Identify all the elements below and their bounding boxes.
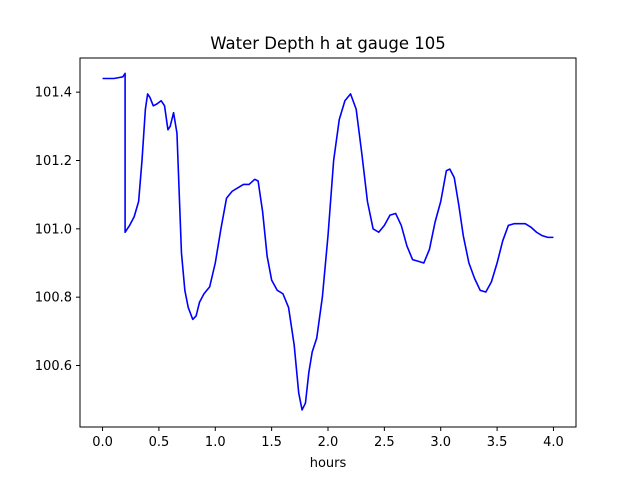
y-tick-label: 101.2 [35, 154, 72, 169]
x-tick-label: 2.5 [374, 435, 395, 450]
x-tick-label: 0.0 [92, 435, 113, 450]
y-tick-label: 100.8 [35, 291, 72, 306]
chart-title: Water Depth h at gauge 105 [210, 34, 445, 53]
x-tick-label: 1.5 [261, 435, 282, 450]
y-axis: 100.6 100.8 101.0 101.2 101.4 [35, 86, 80, 374]
x-axis: 0.0 0.5 1.0 1.5 2.0 2.5 3.0 3.5 4.0 [92, 427, 564, 450]
x-axis-label: hours [310, 456, 347, 471]
x-tick-label: 3.5 [487, 435, 508, 450]
x-tick-label: 4.0 [543, 435, 564, 450]
y-tick-label: 101.4 [35, 86, 72, 101]
x-tick-label: 3.0 [430, 435, 451, 450]
x-tick-label: 2.0 [318, 435, 339, 450]
x-tick-label: 0.5 [149, 435, 170, 450]
y-tick-label: 100.6 [35, 359, 72, 374]
y-tick-label: 101.0 [35, 222, 72, 237]
axes-frame [79, 57, 577, 428]
plot-area [102, 72, 554, 411]
series-line-0 [102, 72, 554, 411]
x-tick-label: 1.0 [205, 435, 226, 450]
